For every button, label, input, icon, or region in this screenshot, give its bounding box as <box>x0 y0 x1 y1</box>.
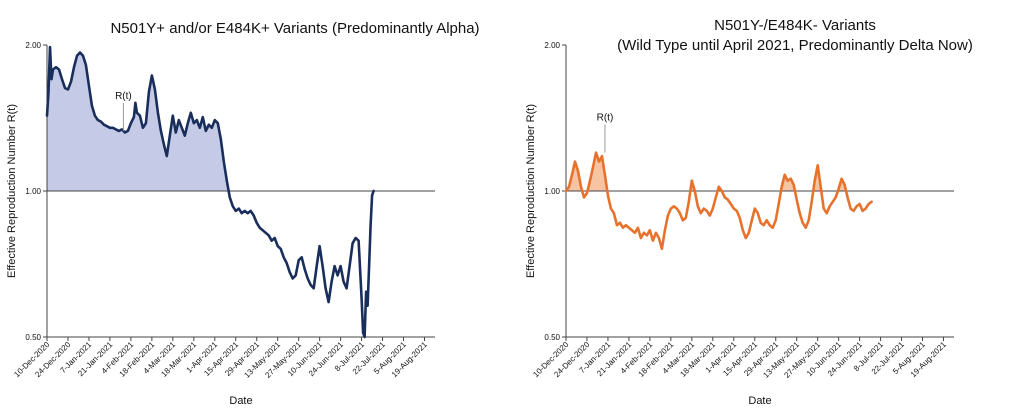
chart-0-area-fill <box>47 47 374 191</box>
chart-1-y-tick-label: 0.50 <box>544 333 560 342</box>
chart-1-y-axis-label: Effective Reproduction Number R(t) <box>525 104 537 278</box>
chart-1-series-line <box>564 151 873 251</box>
chart-0-y-tick-label: 2.00 <box>25 41 41 50</box>
chart-alpha: N501Y+ and/or E484K+ Variants (Predomina… <box>6 20 480 407</box>
chart-1-y-tick-label: 2.00 <box>544 41 560 50</box>
chart-1-x-axis-label: Date <box>748 395 771 407</box>
chart-1-annotation-label: R(t) <box>597 113 614 124</box>
chart-0-y-axis-label: Effective Reproduction Number R(t) <box>6 104 18 278</box>
chart-0-x-axis-label: Date <box>229 395 252 407</box>
chart-0-y-tick-label: 1.00 <box>25 187 41 196</box>
chart-1-area-fill <box>566 152 872 191</box>
chart-0-series-line <box>45 45 375 339</box>
chart-wild-type-delta: N501Y-/E484K- Variants (Wild Type until A… <box>525 17 973 407</box>
chart-0-title: N501Y+ and/or E484K+ Variants (Predomina… <box>110 20 479 37</box>
chart-1-y-tick-label: 1.00 <box>544 187 560 196</box>
chart-0-y-tick-label: 0.50 <box>25 333 41 342</box>
chart-0-annotation-label: R(t) <box>115 91 132 102</box>
chart-1-title: N501Y-/E484K- Variants <box>714 17 876 34</box>
chart-1-subtitle: (Wild Type until April 2021, Predominant… <box>617 37 973 54</box>
